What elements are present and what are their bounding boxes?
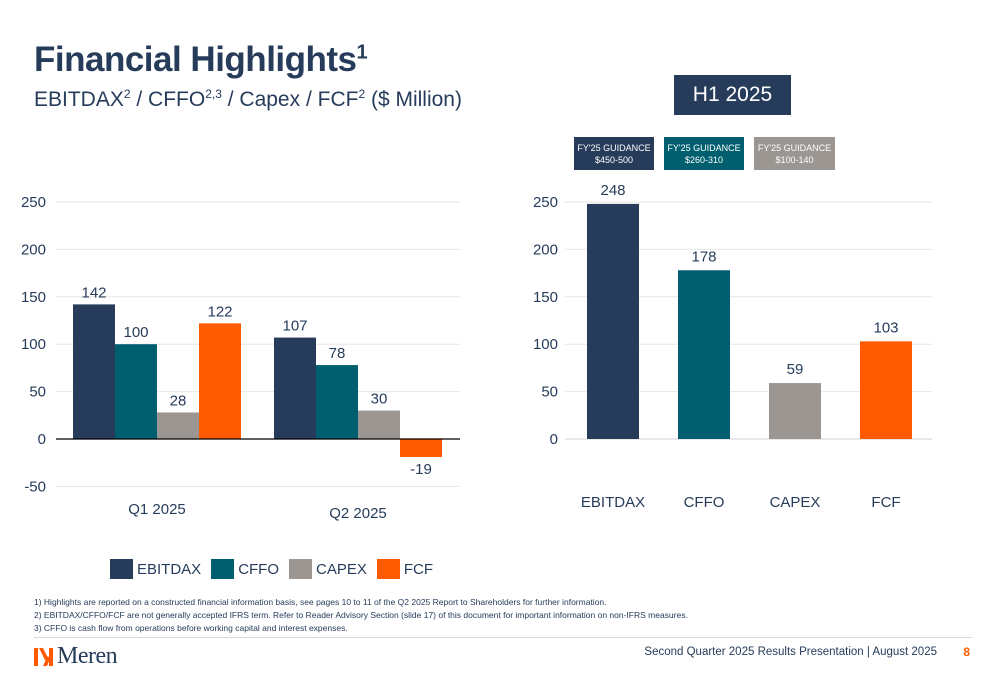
left-y-tick-label: 0 <box>38 431 46 448</box>
right-data-label-capex: 59 <box>787 361 804 378</box>
left-bar-capex-2 <box>358 410 400 439</box>
right-y-tick-label: 250 <box>533 194 558 211</box>
right-data-label-fcf: 103 <box>873 319 898 336</box>
left-y-tick-label: 250 <box>21 194 46 211</box>
legend-swatch-cffo <box>211 559 235 579</box>
left-bar-cffo-2 <box>316 365 358 439</box>
left-y-tick-label: 50 <box>29 384 46 401</box>
left-data-label-fcf-2: -19 <box>410 461 432 478</box>
left-y-tick-label: -50 <box>24 478 46 495</box>
footnote-1: 1) Highlights are reported on a construc… <box>34 597 607 607</box>
right-category-label-fcf: FCF <box>871 494 900 511</box>
right-bar-cffo <box>678 270 730 439</box>
right-category-label-capex: CAPEX <box>770 494 821 511</box>
legend-item-ebitdax: EBITDAX <box>110 559 201 579</box>
right-category-label-cffo: CFFO <box>684 494 725 511</box>
right-data-label-cffo: 178 <box>691 248 716 265</box>
left-y-tick-label: 200 <box>21 241 46 258</box>
left-bar-fcf-2 <box>400 439 442 458</box>
chart-legend: EBITDAX CFFO CAPEX FCF <box>110 559 443 579</box>
left-bar-ebitdax-1 <box>73 304 115 439</box>
legend-item-capex: CAPEX <box>289 559 367 579</box>
meren-logo-icon <box>34 647 53 666</box>
right-y-tick-label: 200 <box>533 241 558 258</box>
footnote-2: 2) EBITDAX/CFFO/FCF are not generally ac… <box>34 610 688 620</box>
footer-divider <box>34 637 972 638</box>
right-y-tick-label: 150 <box>533 289 558 306</box>
page-title: Financial Highlights1 <box>34 40 368 79</box>
legend-swatch-ebitdax <box>110 559 133 579</box>
left-data-label-cffo-2: 78 <box>329 345 346 362</box>
right-y-tick-label: 0 <box>550 431 558 448</box>
legend-swatch-capex <box>289 559 313 579</box>
left-data-label-capex-2: 30 <box>371 391 388 408</box>
left-category-label: Q2 2025 <box>329 505 387 522</box>
left-data-label-capex-1: 28 <box>170 392 187 409</box>
footnote-3: 3) CFFO is cash flow from operations bef… <box>34 623 348 633</box>
left-data-label-cffo-1: 100 <box>123 324 148 341</box>
legend-item-fcf: FCF <box>376 559 433 579</box>
guidance-ebitdax-badge: FY'25 GUIDANCE $450-500 <box>574 137 654 170</box>
left-y-tick-label: 100 <box>21 336 46 353</box>
left-bar-fcf-1 <box>199 323 241 439</box>
left-bar-ebitdax-2 <box>274 337 316 439</box>
right-bar-fcf <box>860 341 912 439</box>
right-bar-capex <box>769 383 821 439</box>
left-bar-cffo-1 <box>115 344 157 439</box>
guidance-capex-badge: FY'25 GUIDANCE $100-140 <box>754 137 835 170</box>
meren-logo: Meren <box>34 643 118 670</box>
page-number: 8 <box>963 645 970 659</box>
guidance-cffo-badge: FY'25 GUIDANCE $260-310 <box>664 137 744 170</box>
right-y-tick-label: 50 <box>541 384 558 401</box>
left-data-label-ebitdax-1: 142 <box>81 284 106 301</box>
footnotes: 1) Highlights are reported on a construc… <box>34 596 688 635</box>
left-y-tick-label: 150 <box>21 289 46 306</box>
right-y-tick-label: 100 <box>533 336 558 353</box>
footer-text: Second Quarter 2025 Results Presentation… <box>644 646 937 658</box>
left-data-label-ebitdax-2: 107 <box>282 318 307 335</box>
h1-2025-label: H1 2025 <box>674 75 791 115</box>
left-bar-capex-1 <box>157 412 199 439</box>
left-category-label: Q1 2025 <box>128 501 186 518</box>
legend-item-cffo: CFFO <box>211 559 279 579</box>
right-bar-ebitdax <box>587 203 639 439</box>
left-data-label-fcf-1: 122 <box>207 303 232 320</box>
page-subtitle: EBITDAX2 / CFFO2,3 / Capex / FCF2 ($ Mil… <box>34 87 462 111</box>
right-data-label-ebitdax: 248 <box>600 182 625 199</box>
legend-swatch-fcf <box>376 559 400 579</box>
right-category-label-ebitdax: EBITDAX <box>581 494 645 511</box>
